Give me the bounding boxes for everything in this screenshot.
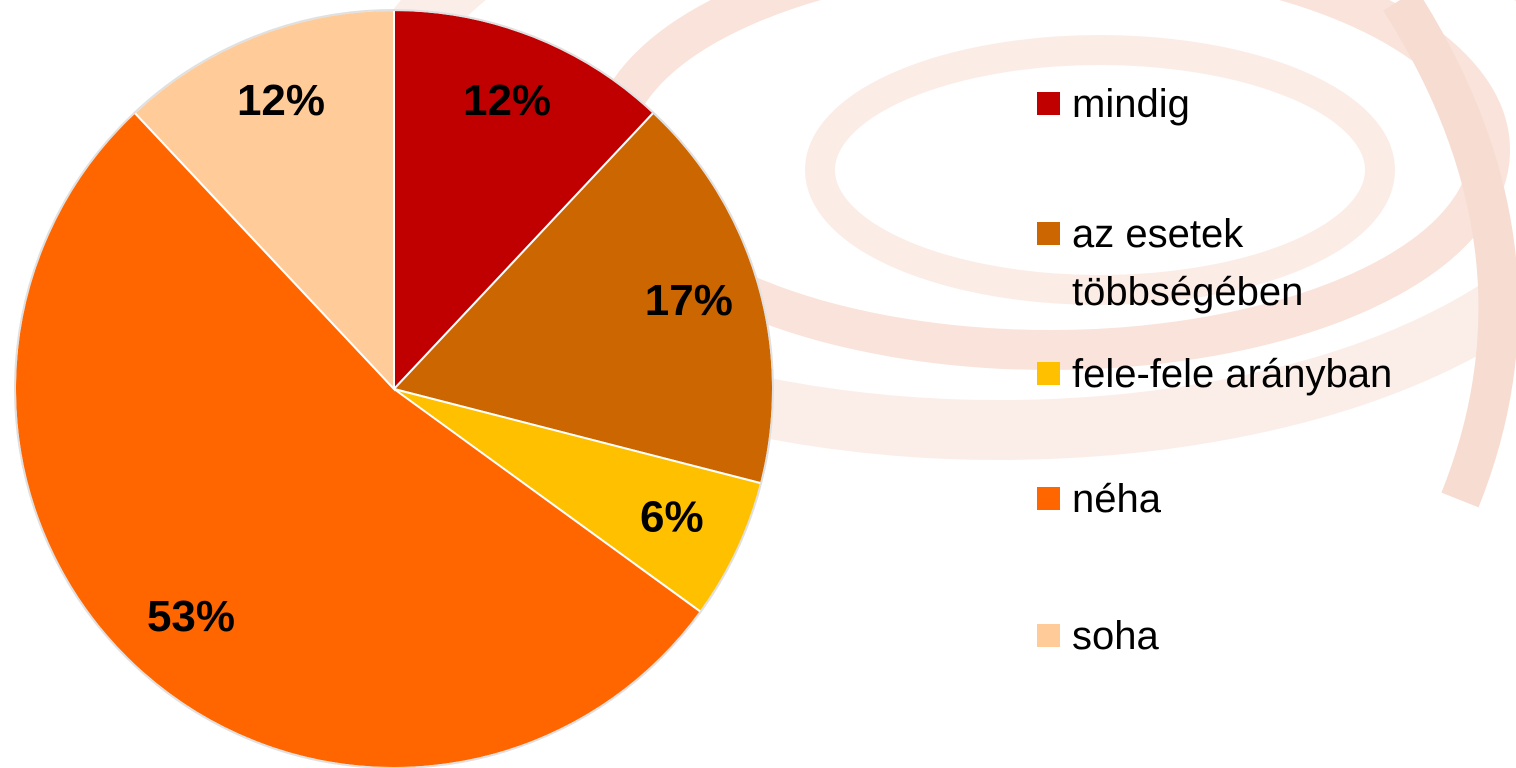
legend-swatch [1037, 92, 1060, 115]
legend-label: soha [1072, 614, 1159, 658]
data-label: 6% [640, 492, 704, 541]
legend-item: mindig [1037, 75, 1392, 133]
legend-swatch [1037, 487, 1060, 510]
legend-label: mindig [1072, 82, 1190, 126]
data-label: 53% [147, 592, 235, 641]
legend-swatch [1037, 362, 1060, 385]
data-label: 17% [645, 276, 733, 325]
legend-item: fele-fele arányban [1037, 345, 1392, 403]
pie-outline [14, 9, 774, 768]
data-label: 12% [463, 76, 551, 125]
legend-swatch [1037, 624, 1060, 647]
legend-item: néha [1037, 470, 1392, 528]
legend-label: fele-fele arányban [1072, 352, 1393, 396]
legend-item: az esetek többségében [1037, 205, 1392, 321]
data-label: 12% [237, 76, 325, 125]
legend-label: az esetek többségében [1072, 212, 1304, 314]
legend-item: soha [1037, 607, 1392, 665]
legend-label: néha [1072, 477, 1161, 521]
legend-swatch [1037, 222, 1060, 245]
